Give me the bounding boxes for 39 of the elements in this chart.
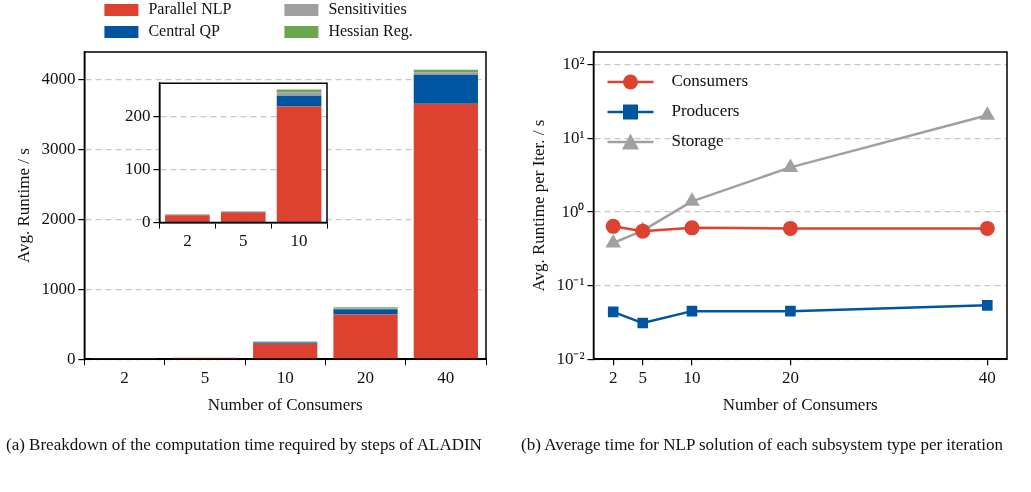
x-tick-label: 2 [120,367,129,387]
x-tick-label: 5 [638,367,647,387]
legend-label: Parallel NLP [148,0,232,18]
y-tick-label: 100 [125,159,151,179]
legend-label: Consumers [671,71,748,91]
y-tick-label: 10¹ [562,127,585,147]
x-tick-label: 10 [276,367,294,387]
x-tick-label: 40 [437,367,455,387]
x-tick-label: 2 [183,231,192,251]
y-tick-label: 2000 [41,209,76,229]
legend-label: Sensitivities [328,0,407,18]
x-tick-label: 2 [608,367,618,387]
x-tick-label: 5 [200,367,210,387]
legend-label: Storage [671,131,724,151]
legend-label: Central QP [148,22,221,40]
y-tick-label: 4000 [41,69,76,89]
x-tick-label: 20 [781,367,799,387]
legend-label: Hessian Reg. [328,22,413,41]
x-tick-label: 5 [239,231,248,251]
y-axis-title: Avg. Runtime per Iter. / s [528,119,548,292]
y-tick-label: 3000 [41,139,76,159]
x-tick-label: 10 [290,231,308,251]
y-tick-label: 1000 [41,278,76,298]
y-tick-label: 0 [66,348,76,368]
y-axis-title: Avg. Runtime / s [13,148,33,264]
x-tick-label: 10 [683,367,701,387]
text: (a) Breakdown of the computation time required by steps of ALADIN [6,434,483,455]
y-tick-label: 0 [142,212,151,232]
y-tick-label: 10⁻² [556,348,585,368]
x-axis-title: Number of Consumers [207,395,363,415]
text: (b) Average time for NLP solution of each subsystem type per iteration [521,434,1004,455]
y-tick-label: 10⁰ [561,201,585,221]
y-tick-label: 10⁻¹ [556,275,585,295]
x-tick-label: 40 [978,367,996,387]
y-tick-label: 200 [125,106,151,126]
legend-label: Producers [671,101,740,121]
x-axis-title: Number of Consumers [722,395,878,415]
x-tick-label: 20 [357,367,375,387]
y-tick-label: 10² [562,54,585,74]
